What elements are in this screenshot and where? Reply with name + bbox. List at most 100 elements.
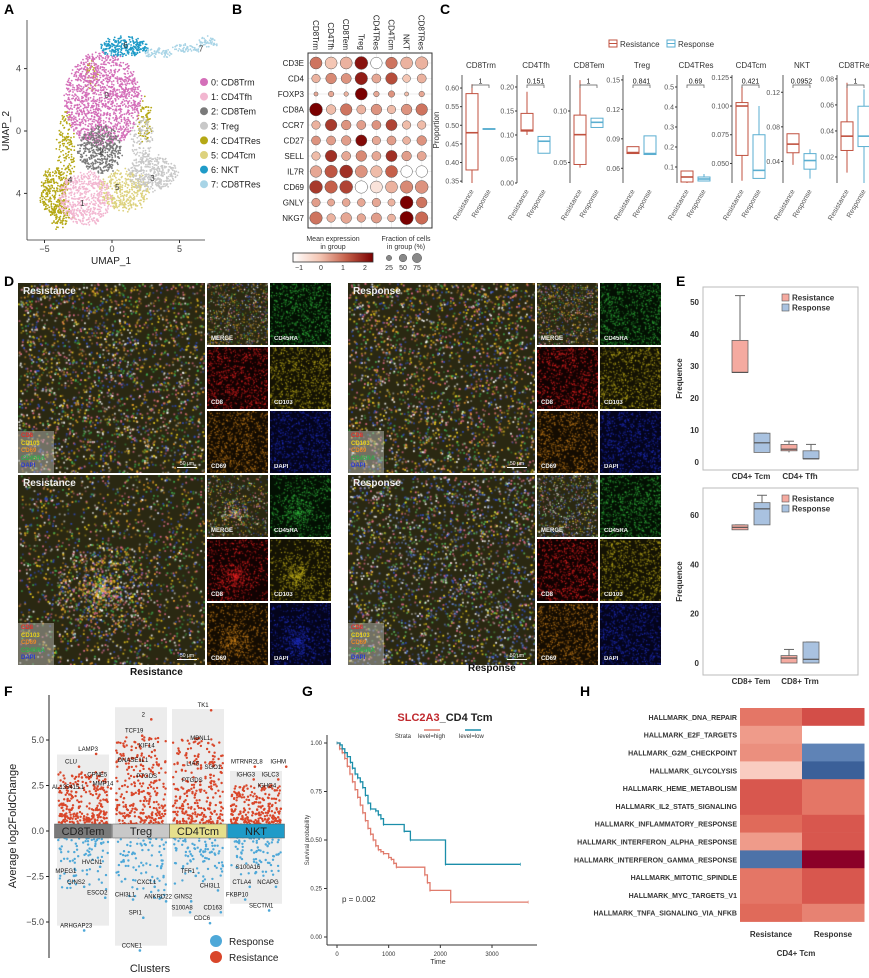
umap-point bbox=[76, 222, 78, 225]
umap-point bbox=[87, 98, 90, 101]
umap-point bbox=[102, 158, 104, 161]
expression-dot bbox=[385, 180, 398, 194]
umap-point bbox=[177, 171, 180, 174]
y-tick-label: 0 bbox=[16, 126, 21, 136]
umap-point bbox=[67, 177, 70, 180]
expression-dot bbox=[309, 211, 323, 225]
umap-point bbox=[86, 158, 88, 161]
umap-point bbox=[108, 198, 110, 200]
umap-point bbox=[74, 121, 77, 123]
umap-point bbox=[104, 186, 106, 189]
umap-point bbox=[75, 108, 78, 110]
expression-dot bbox=[328, 90, 335, 98]
umap-point bbox=[70, 79, 73, 82]
umap-point bbox=[65, 152, 67, 155]
umap-point bbox=[140, 206, 143, 209]
umap-point bbox=[70, 180, 73, 183]
umap-point bbox=[71, 69, 74, 71]
umap-point bbox=[88, 75, 91, 77]
umap-point bbox=[95, 137, 98, 140]
umap-point bbox=[105, 43, 107, 45]
umap-point bbox=[150, 160, 153, 163]
umap-point bbox=[77, 78, 80, 81]
umap-point bbox=[119, 193, 122, 196]
umap-point bbox=[111, 74, 113, 76]
umap-point bbox=[157, 182, 160, 185]
umap-point bbox=[80, 72, 83, 75]
umap-point bbox=[64, 99, 66, 102]
umap-point bbox=[111, 83, 113, 85]
umap-point bbox=[97, 165, 100, 168]
umap-point bbox=[174, 167, 177, 169]
umap-point bbox=[138, 51, 141, 54]
umap-point bbox=[78, 189, 80, 192]
umap-point bbox=[165, 184, 168, 187]
p-value: 1 bbox=[587, 79, 591, 86]
umap-point bbox=[107, 208, 109, 210]
umap-point bbox=[115, 150, 118, 153]
umap-point bbox=[97, 107, 100, 110]
umap-point bbox=[105, 88, 108, 91]
umap-point bbox=[97, 195, 99, 197]
umap-point bbox=[114, 188, 117, 191]
umap-point bbox=[85, 183, 88, 185]
umap-point bbox=[109, 58, 112, 61]
umap-point bbox=[114, 39, 117, 42]
umap-point bbox=[126, 198, 129, 201]
umap-point bbox=[186, 45, 189, 48]
umap-point bbox=[127, 67, 130, 70]
umap-point bbox=[142, 147, 145, 150]
umap-point bbox=[78, 179, 81, 182]
umap-point bbox=[71, 116, 73, 119]
umap-point bbox=[69, 202, 71, 204]
umap-point bbox=[168, 54, 171, 57]
umap-point bbox=[114, 46, 116, 49]
umap-point bbox=[56, 188, 59, 190]
umap-point bbox=[127, 205, 130, 207]
expression-dot bbox=[311, 73, 321, 84]
umap-point bbox=[161, 172, 163, 175]
umap-point bbox=[144, 185, 147, 188]
umap-point bbox=[133, 95, 136, 98]
umap-point bbox=[89, 180, 92, 183]
umap-point bbox=[131, 112, 134, 115]
umap-point bbox=[170, 167, 173, 170]
legend-label: Resistance bbox=[792, 495, 835, 504]
umap-point bbox=[138, 123, 141, 126]
umap-point bbox=[58, 146, 61, 148]
umap-point bbox=[54, 209, 56, 212]
umap-point bbox=[126, 120, 129, 123]
deg-point-resistance bbox=[86, 784, 89, 787]
umap-point bbox=[94, 124, 97, 127]
umap-point bbox=[132, 144, 135, 146]
umap-point bbox=[125, 113, 128, 115]
umap-point bbox=[213, 39, 216, 42]
umap-point bbox=[150, 54, 153, 57]
y-tick-label: 40 bbox=[690, 560, 699, 569]
umap-point bbox=[61, 211, 64, 213]
umap-point bbox=[102, 183, 105, 186]
umap-point bbox=[60, 200, 63, 203]
umap-point bbox=[129, 133, 132, 136]
umap-point bbox=[69, 177, 72, 180]
umap-point bbox=[110, 179, 113, 182]
umap-point bbox=[68, 111, 70, 113]
umap-point bbox=[66, 102, 68, 105]
umap-point bbox=[65, 139, 68, 142]
umap-point bbox=[98, 191, 101, 194]
umap-point bbox=[132, 198, 135, 201]
umap-point bbox=[142, 119, 145, 122]
expression-dot bbox=[371, 197, 381, 208]
umap-point bbox=[60, 171, 63, 173]
umap-point bbox=[119, 122, 121, 125]
umap-point bbox=[45, 193, 47, 195]
umap-point bbox=[70, 153, 73, 156]
legend-swatch bbox=[781, 303, 790, 312]
expression-dot bbox=[339, 164, 353, 179]
umap-point bbox=[143, 189, 146, 192]
umap-point bbox=[145, 189, 148, 192]
umap-point bbox=[121, 181, 124, 183]
umap-point bbox=[95, 134, 98, 137]
umap-point bbox=[70, 171, 72, 173]
umap-point bbox=[90, 72, 92, 75]
